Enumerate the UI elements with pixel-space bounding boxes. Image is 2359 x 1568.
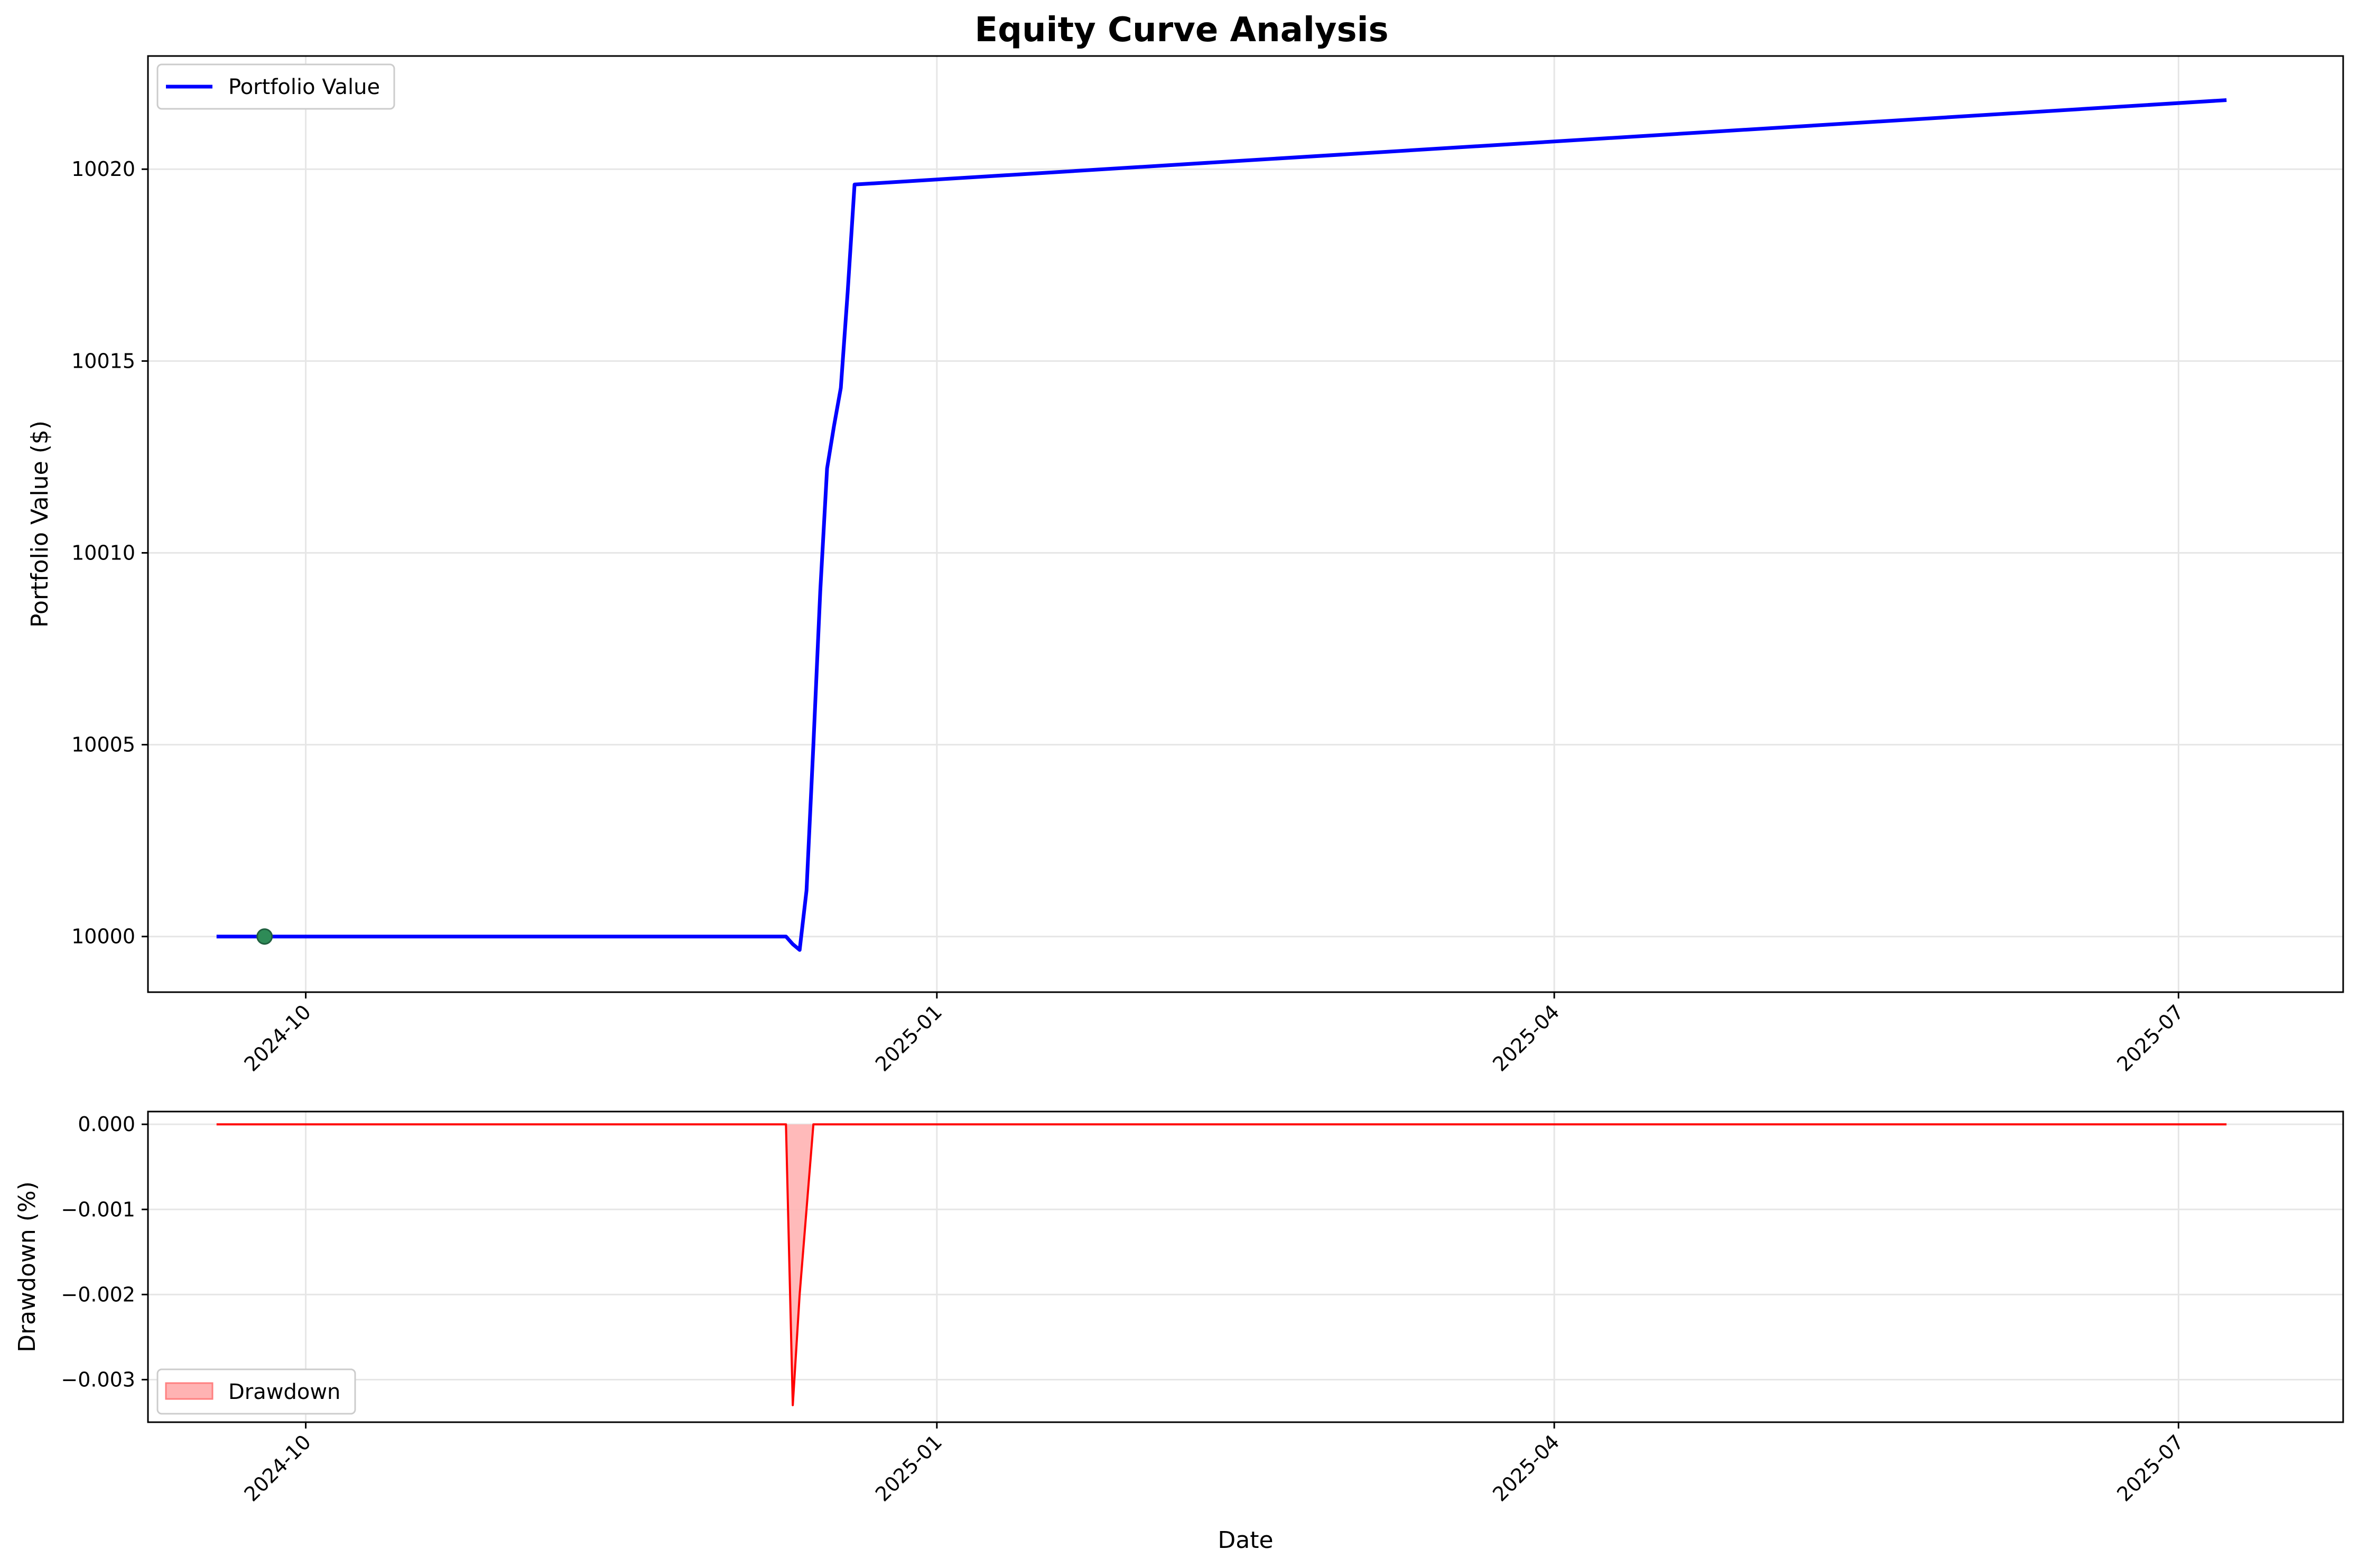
drawdown-series-layer — [216, 1123, 2227, 1406]
trade-marker — [256, 928, 273, 945]
drawdown-legend: Drawdown — [156, 1368, 356, 1415]
drawdown-y-tick-label: −0.002 — [61, 1283, 135, 1306]
equity-series-layer — [216, 98, 2227, 952]
equity-y-tick-label: 10010 — [71, 541, 135, 564]
equity-legend-box — [156, 63, 395, 110]
equity-axes-frame — [147, 55, 2344, 993]
equity-y-ticks: 10000 10005 10010 10015 10020 — [71, 157, 148, 948]
equity-y-axis-label: Portfolio Value ($) — [26, 421, 53, 628]
drawdown-y-ticks: 0.000 −0.001 −0.002 −0.003 — [61, 1113, 148, 1391]
equity-legend-label: Portfolio Value — [228, 75, 380, 99]
portfolio-value-line — [216, 98, 2227, 952]
equity-y-tick-label: 10005 — [71, 733, 135, 757]
figure-title: Equity Curve Analysis — [974, 11, 1388, 50]
drawdown-legend-label: Drawdown — [228, 1380, 340, 1404]
equity-legend: Portfolio Value — [156, 63, 395, 110]
drawdown-y-tick-label: 0.000 — [78, 1113, 135, 1136]
drawdown-y-tick-label: −0.001 — [61, 1198, 135, 1221]
drawdown-axes-frame — [147, 1110, 2344, 1423]
drawdown-legend-box — [156, 1368, 356, 1415]
drawdown-x-axis-label: Date — [1218, 1527, 1273, 1554]
drawdown-y-axis-label: Drawdown (%) — [14, 1181, 41, 1352]
equity-y-tick-label: 10015 — [71, 349, 135, 372]
equity-y-tick-label: 10020 — [71, 157, 135, 181]
equity-y-tick-label: 10000 — [71, 925, 135, 948]
drawdown-line — [216, 1123, 2227, 1406]
drawdown-y-tick-label: −0.003 — [61, 1368, 135, 1391]
drawdown-legend-swatch — [165, 1382, 213, 1400]
